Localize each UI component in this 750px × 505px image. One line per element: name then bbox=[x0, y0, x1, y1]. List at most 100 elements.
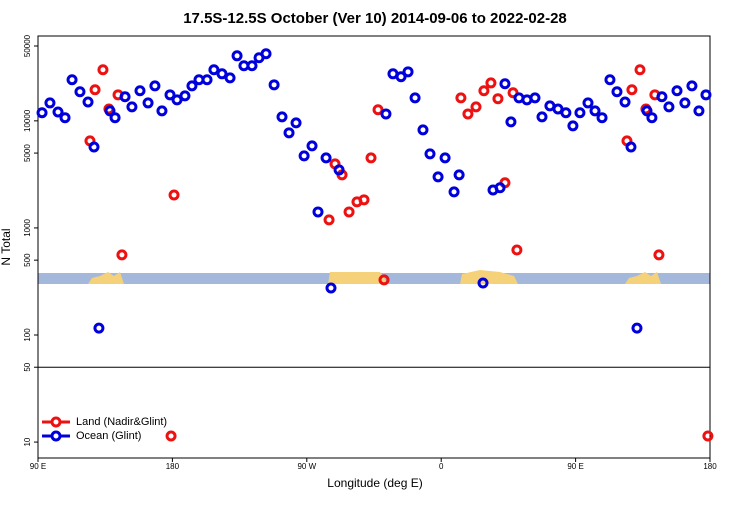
point bbox=[44, 97, 56, 109]
point bbox=[216, 68, 228, 80]
point bbox=[66, 74, 78, 86]
point bbox=[109, 112, 121, 124]
point bbox=[164, 89, 176, 101]
point bbox=[88, 141, 100, 153]
point bbox=[126, 101, 138, 113]
y-tick-label: 5000 bbox=[23, 144, 32, 162]
point bbox=[641, 105, 653, 117]
y-tick-label: 50 bbox=[23, 362, 32, 371]
point bbox=[93, 322, 105, 334]
point bbox=[560, 107, 572, 119]
point bbox=[333, 164, 345, 176]
point bbox=[323, 214, 335, 226]
point bbox=[453, 169, 465, 181]
point bbox=[365, 152, 377, 164]
point bbox=[134, 85, 146, 97]
point bbox=[417, 124, 429, 136]
point bbox=[343, 206, 355, 218]
point bbox=[574, 107, 586, 119]
point bbox=[116, 249, 128, 261]
x-axis-label: Longitude (deg E) bbox=[327, 476, 422, 490]
point bbox=[246, 60, 258, 72]
point bbox=[631, 322, 643, 334]
point bbox=[409, 92, 421, 104]
x-tick-label: 180 bbox=[166, 462, 180, 471]
legend-marker bbox=[50, 416, 62, 428]
x-tick-label: 90 E bbox=[567, 462, 583, 471]
point bbox=[149, 80, 161, 92]
point bbox=[74, 86, 86, 98]
y-tick-label: 10000 bbox=[23, 109, 32, 132]
chart-title: 17.5S-12.5S October (Ver 10) 2014-09-06 … bbox=[183, 10, 567, 27]
point bbox=[424, 148, 436, 160]
point bbox=[653, 249, 665, 261]
point bbox=[625, 141, 637, 153]
point bbox=[268, 79, 280, 91]
point bbox=[306, 140, 318, 152]
point bbox=[671, 85, 683, 97]
y-tick-label: 500 bbox=[23, 253, 32, 267]
point bbox=[36, 107, 48, 119]
point bbox=[494, 182, 506, 194]
point bbox=[402, 66, 414, 78]
y-tick-label: 50000 bbox=[23, 34, 32, 57]
point bbox=[52, 106, 64, 118]
x-tick-label: 180 bbox=[703, 462, 717, 471]
point bbox=[619, 96, 631, 108]
point bbox=[179, 90, 191, 102]
point bbox=[536, 111, 548, 123]
point bbox=[492, 93, 504, 105]
point bbox=[380, 108, 392, 120]
point bbox=[700, 89, 712, 101]
point bbox=[634, 64, 646, 76]
point bbox=[290, 117, 302, 129]
point bbox=[432, 171, 444, 183]
y-tick-label: 100 bbox=[23, 328, 32, 342]
point bbox=[208, 64, 220, 76]
point bbox=[119, 91, 131, 103]
point bbox=[378, 274, 390, 286]
point bbox=[59, 112, 71, 124]
point bbox=[276, 111, 288, 123]
legend-label: Ocean (Glint) bbox=[76, 430, 141, 442]
point bbox=[165, 430, 177, 442]
point bbox=[582, 97, 594, 109]
point bbox=[358, 194, 370, 206]
point bbox=[702, 430, 714, 442]
point bbox=[260, 48, 272, 60]
point bbox=[325, 282, 337, 294]
map-strip bbox=[38, 270, 710, 284]
y-tick-label: 1000 bbox=[23, 218, 32, 236]
point bbox=[439, 152, 451, 164]
point bbox=[462, 108, 474, 120]
point bbox=[663, 101, 675, 113]
point bbox=[611, 86, 623, 98]
legend-label: Land (Nadir&Glint) bbox=[76, 416, 167, 428]
point bbox=[320, 152, 332, 164]
point bbox=[589, 105, 601, 117]
point bbox=[201, 74, 213, 86]
point bbox=[626, 84, 638, 96]
y-axis-label: N Total bbox=[0, 228, 13, 265]
x-tick-label: 90 E bbox=[30, 462, 46, 471]
point bbox=[646, 112, 658, 124]
point bbox=[283, 127, 295, 139]
x-tick-label: 90 W bbox=[297, 462, 316, 471]
point bbox=[505, 116, 517, 128]
point bbox=[156, 105, 168, 117]
point bbox=[596, 112, 608, 124]
point bbox=[455, 92, 467, 104]
point bbox=[478, 85, 490, 97]
point bbox=[224, 72, 236, 84]
point bbox=[604, 74, 616, 86]
point bbox=[470, 101, 482, 113]
point bbox=[168, 189, 180, 201]
point bbox=[142, 97, 154, 109]
x-tick-label: 0 bbox=[439, 462, 444, 471]
point bbox=[186, 80, 198, 92]
point bbox=[499, 78, 511, 90]
point bbox=[171, 94, 183, 106]
point bbox=[97, 64, 109, 76]
